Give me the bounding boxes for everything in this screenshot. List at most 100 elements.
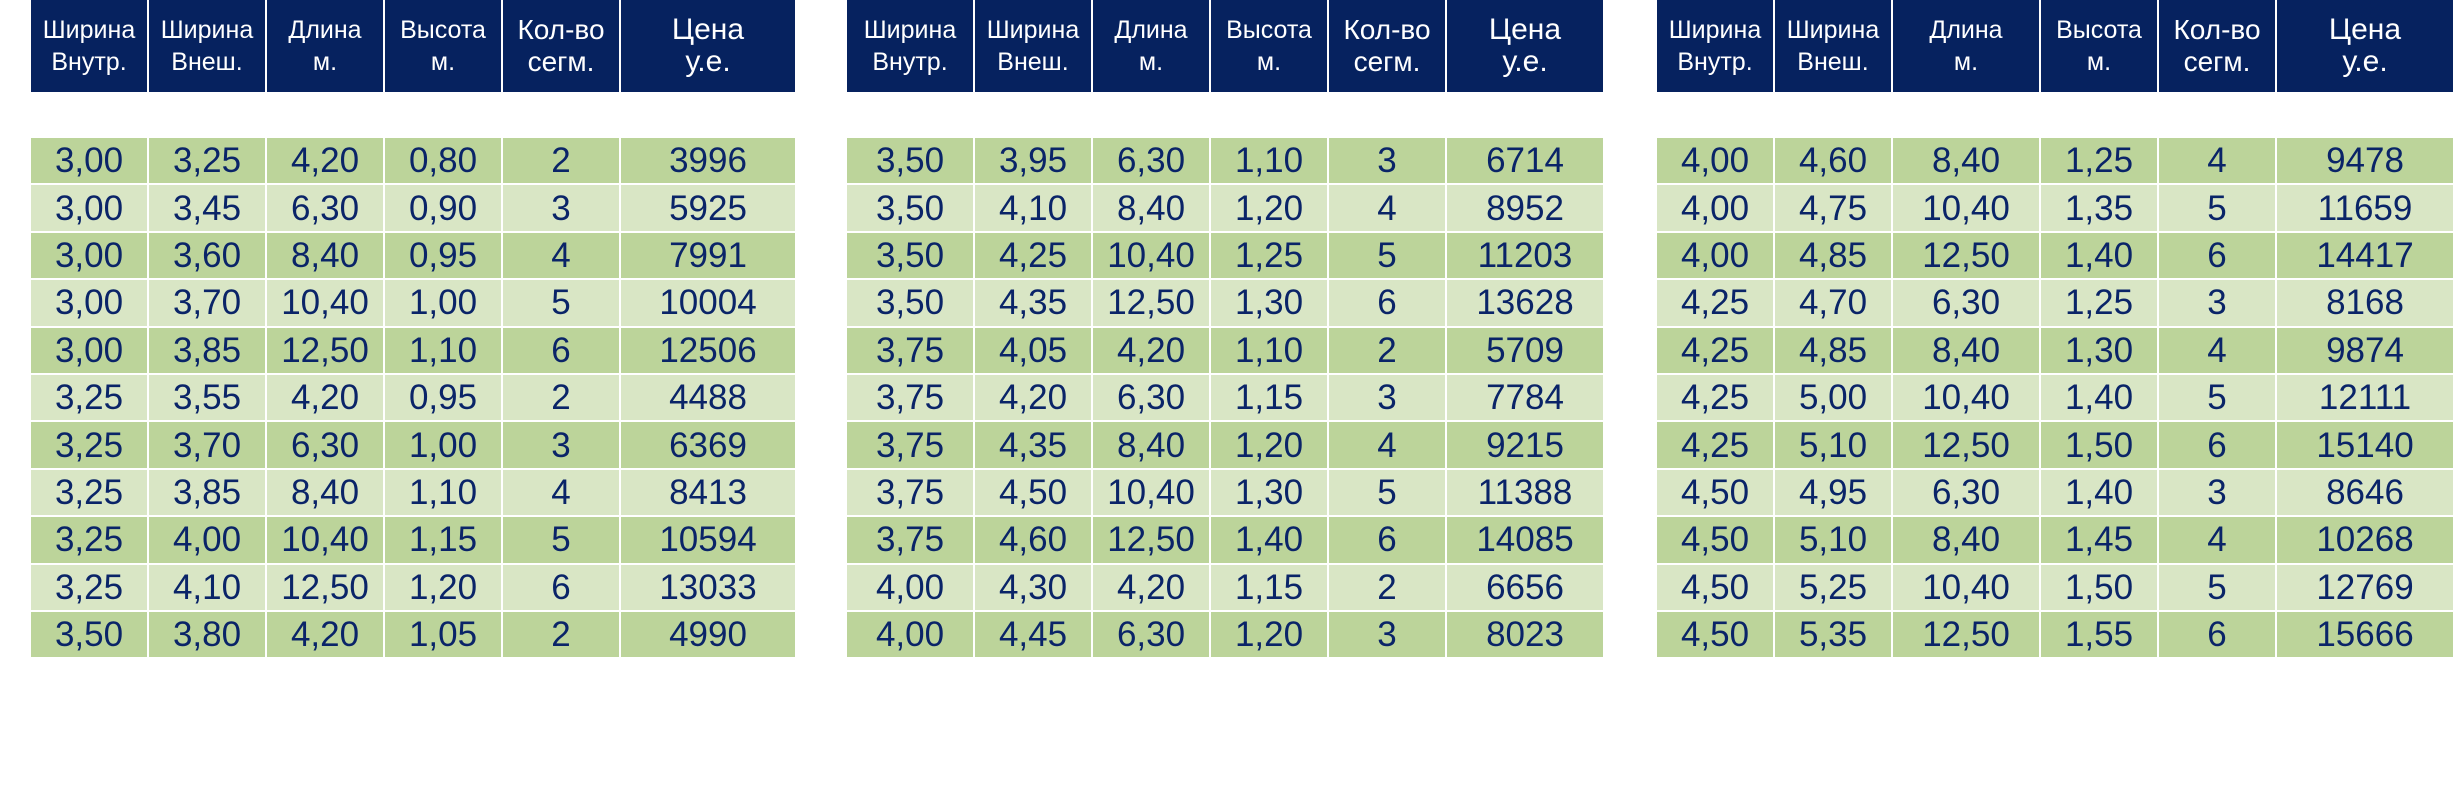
column-header-line: Внеш. [997,48,1069,76]
table-cell: 6 [503,564,621,610]
table-cell: 4,20 [267,374,385,421]
table-cell: 7991 [621,232,797,279]
table-cell: 2 [503,611,621,658]
table-cell: 4,20 [1093,564,1211,610]
table-row: 4,25 5,10 12,50 1,50 6 15140 [1657,422,2455,470]
table-cell: 4,70 [1775,280,1893,326]
table-cell: 11203 [1447,232,1605,279]
table-cell: 3,25 [31,517,149,563]
table-cell: 5925 [621,185,797,231]
column-header: Кол-во сегм. [503,0,621,92]
table-cell: 1,10 [385,327,503,373]
table-row: 3,50 4,25 10,40 1,25 5 11203 [847,232,1605,281]
table-cell: 3,75 [847,327,975,373]
table-cell: 1,00 [385,422,503,468]
table-cell: 1,40 [2041,374,2159,421]
table-cell: 4,25 [1657,422,1775,468]
table-cell: 6656 [1447,564,1605,610]
table-cell: 1,10 [1211,327,1329,373]
table-cell: 4,05 [975,327,1093,373]
table-cell: 6,30 [1093,611,1211,658]
table-cell: 1,40 [2041,232,2159,279]
column-header-line: сегм. [2183,46,2251,77]
column-header-line: Цена [671,13,745,46]
table-cell: 1,20 [385,564,503,610]
column-header: Ширина Внеш. [975,0,1093,92]
table-cell: 4,45 [975,611,1093,658]
table-cell: 5 [2159,185,2277,231]
table-cell: 1,40 [1211,517,1329,563]
table-cell: 10,40 [1893,185,2041,231]
column-header: Цена у.е. [1447,0,1605,92]
table-cell: 1,30 [1211,280,1329,326]
column-header: Высота м. [2041,0,2159,92]
table-cell: 11388 [1447,469,1605,516]
table-row: 3,50 4,35 12,50 1,30 6 13628 [847,280,1605,328]
table-cell: 8023 [1447,611,1605,658]
column-header: Ширина Внеш. [149,0,267,92]
table-cell: 3,85 [149,327,267,373]
column-header-line: Длина [1114,16,1188,44]
table-cell: 3 [503,185,621,231]
table-row: 3,25 4,10 12,50 1,20 6 13033 [31,564,797,612]
table-cell: 9874 [2277,327,2455,373]
table-cell: 4,60 [1775,138,1893,184]
table-cell: 4,25 [1657,327,1775,373]
table-cell: 1,15 [1211,564,1329,610]
table-cell: 3,25 [149,138,267,184]
table-cell: 12,50 [267,327,385,373]
table-cell: 8413 [621,469,797,516]
column-header-line: Высота [1226,16,1312,44]
table-cell: 12,50 [1893,611,2041,658]
table-cell: 6,30 [1893,469,2041,516]
column-header: Ширина Внутр. [1657,0,1775,92]
table-cell: 3,00 [31,280,149,326]
table-cell: 1,50 [2041,564,2159,610]
table-cell: 4 [503,232,621,279]
column-header-line: Кол-во [2173,14,2261,45]
table-cell: 0,80 [385,138,503,184]
table-cell: 10,40 [1893,564,2041,610]
table-cell: 12,50 [267,564,385,610]
table-cell: 4,30 [975,564,1093,610]
table-cell: 4,95 [1775,469,1893,516]
table-cell: 3,60 [149,232,267,279]
table-cell: 3,45 [149,185,267,231]
table-cell: 3,25 [31,422,149,468]
table-cell: 3,75 [847,517,975,563]
table-cell: 3,00 [31,138,149,184]
table-row: 3,50 4,10 8,40 1,20 4 8952 [847,185,1605,233]
table-cell: 1,20 [1211,185,1329,231]
table-cell: 12,50 [1093,517,1211,563]
table-cell: 4,00 [1657,185,1775,231]
table-cell: 5 [2159,374,2277,421]
table-cell: 0,95 [385,232,503,279]
table-cell: 4 [1329,185,1447,231]
table-cell: 10,40 [1093,232,1211,279]
column-header-line: м. [1953,48,1979,76]
table-cell: 1,10 [1211,138,1329,184]
table-cell: 6 [2159,611,2277,658]
table-cell: 5 [1329,232,1447,279]
table-cell: 1,40 [2041,469,2159,516]
table-cell: 1,30 [2041,327,2159,373]
table-cell: 4,20 [267,138,385,184]
table-cell: 4,85 [1775,232,1893,279]
column-header-line: Ширина [863,16,957,44]
column-header-line: Внеш. [171,48,243,76]
column-header-line: Длина [1929,16,2003,44]
table-cell: 8,40 [1093,185,1211,231]
table-cell: 6 [2159,422,2277,468]
column-header-line: м. [1256,48,1282,76]
table-cell: 4,20 [975,374,1093,421]
table-row: 3,75 4,05 4,20 1,10 2 5709 [847,327,1605,375]
table-cell: 4,35 [975,280,1093,326]
table-cell: 1,05 [385,611,503,658]
table-cell: 4,10 [149,564,267,610]
column-header-line: у.е. [1502,45,1548,78]
table-cell: 4 [2159,327,2277,373]
table-cell: 2 [1329,327,1447,373]
table-cell: 1,45 [2041,517,2159,563]
column-header-line: Высота [400,16,486,44]
table-cell: 4 [2159,138,2277,184]
